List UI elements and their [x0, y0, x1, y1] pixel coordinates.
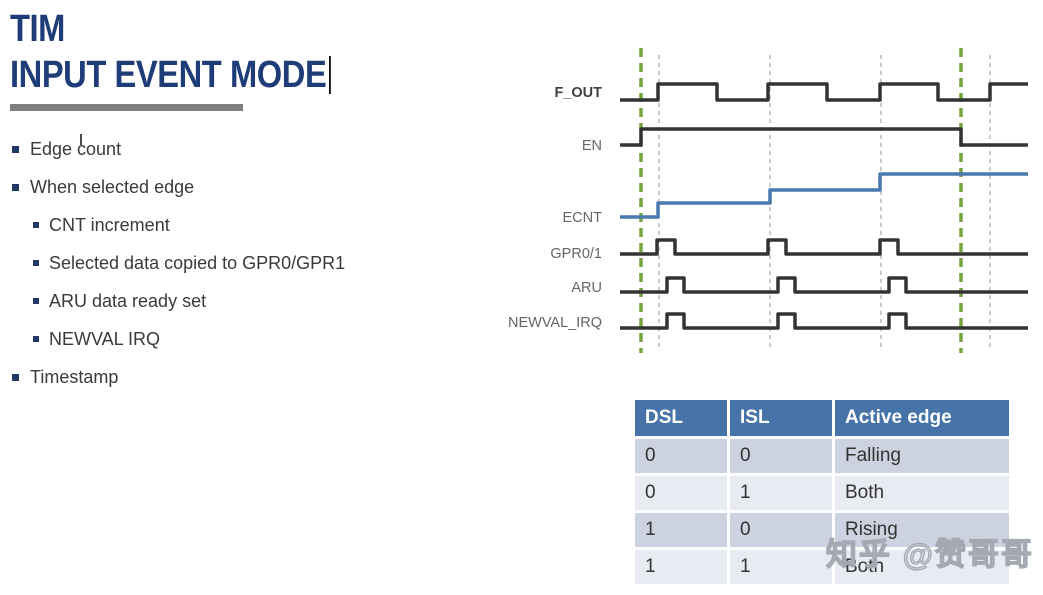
table-header-isl: ISL: [730, 400, 832, 436]
dsl-isl-table: DSL ISL Active edge 0 0 Falling 0 1 Both…: [635, 400, 1009, 584]
bullet-square-icon: [33, 336, 39, 342]
signal-label-f-out: F_OUT: [554, 85, 602, 101]
bullet-square-icon: [33, 222, 39, 228]
bullet-label: CNT increment: [49, 214, 170, 235]
signal-label-newval-irq: NEWVAL_IRQ: [508, 315, 602, 331]
signal-label-aru: ARU: [571, 280, 602, 296]
bullet-square-icon: [12, 183, 19, 191]
bullet-square-icon: [33, 260, 39, 266]
table-cell: 1: [730, 550, 832, 584]
table-cell: 1: [635, 550, 727, 584]
table-cell: 0: [730, 513, 832, 547]
bullet-square-icon: [12, 145, 19, 153]
table-cell: Both: [835, 476, 1009, 510]
table-cell: Falling: [835, 439, 1009, 473]
signal-label-gpr0-1: GPR0/1: [550, 246, 602, 262]
bullet-selected-data-copied: Selected data copied to GPR0/GPR1: [33, 252, 345, 274]
signal-label-en: EN: [582, 138, 602, 154]
bullet-when-selected-edge: When selected edge: [12, 176, 345, 198]
table-cell: 0: [730, 439, 832, 473]
title-line1: TIM: [10, 8, 65, 50]
text-caret: [328, 56, 332, 94]
bullet-timestamp: Timestamp: [12, 366, 345, 388]
bullet-label: Timestamp: [30, 366, 119, 387]
title-line2-wrap: INPUT EVENT MODE: [10, 52, 332, 98]
table-header-active-edge: Active edge: [835, 400, 1009, 436]
signal-wave-en: [620, 127, 1028, 147]
bullet-label: Edge count: [30, 138, 122, 159]
text-cursor-artifact: [80, 134, 82, 145]
signal-wave-aru: [620, 276, 1028, 294]
watermark: 知乎 @赞哥哥: [825, 536, 1034, 572]
signal-wave-f-out: [620, 82, 1028, 102]
bullet-label: NEWVAL IRQ: [49, 328, 161, 349]
table-cell: 1: [635, 513, 727, 547]
table-cell: Rising: [835, 513, 1009, 547]
signal-label-ecnt: ECNT: [563, 210, 603, 226]
bullet-edge-count: Edge count: [12, 138, 345, 160]
slide-title: TIM INPUT EVENT MODE: [10, 6, 332, 98]
bullet-label: Selected data copied to GPR0/GPR1: [49, 252, 346, 273]
signal-wave-newval-irq: [620, 312, 1028, 330]
bullet-aru-data-ready: ARU data ready set: [33, 290, 345, 312]
bullet-cnt-increment: CNT increment: [33, 214, 345, 236]
table-cell: 0: [635, 476, 727, 510]
bullet-square-icon: [12, 373, 19, 381]
signal-wave-gpr0-1: [620, 238, 1028, 256]
table-header-dsl: DSL: [635, 400, 727, 436]
title-line2: INPUT EVENT MODE: [10, 54, 327, 96]
bullet-square-icon: [33, 298, 39, 304]
table-cell: Both: [835, 550, 1009, 584]
title-underline: [10, 104, 243, 111]
bullet-label: ARU data ready set: [49, 290, 207, 311]
bullet-newval-irq: NEWVAL IRQ: [33, 328, 345, 350]
bullet-list: Edge count When selected edge CNT increm…: [12, 138, 345, 404]
table-cell: 0: [635, 439, 727, 473]
signal-wave-ecnt: [620, 172, 1028, 219]
bullet-label: When selected edge: [30, 176, 195, 197]
table-cell: 1: [730, 476, 832, 510]
